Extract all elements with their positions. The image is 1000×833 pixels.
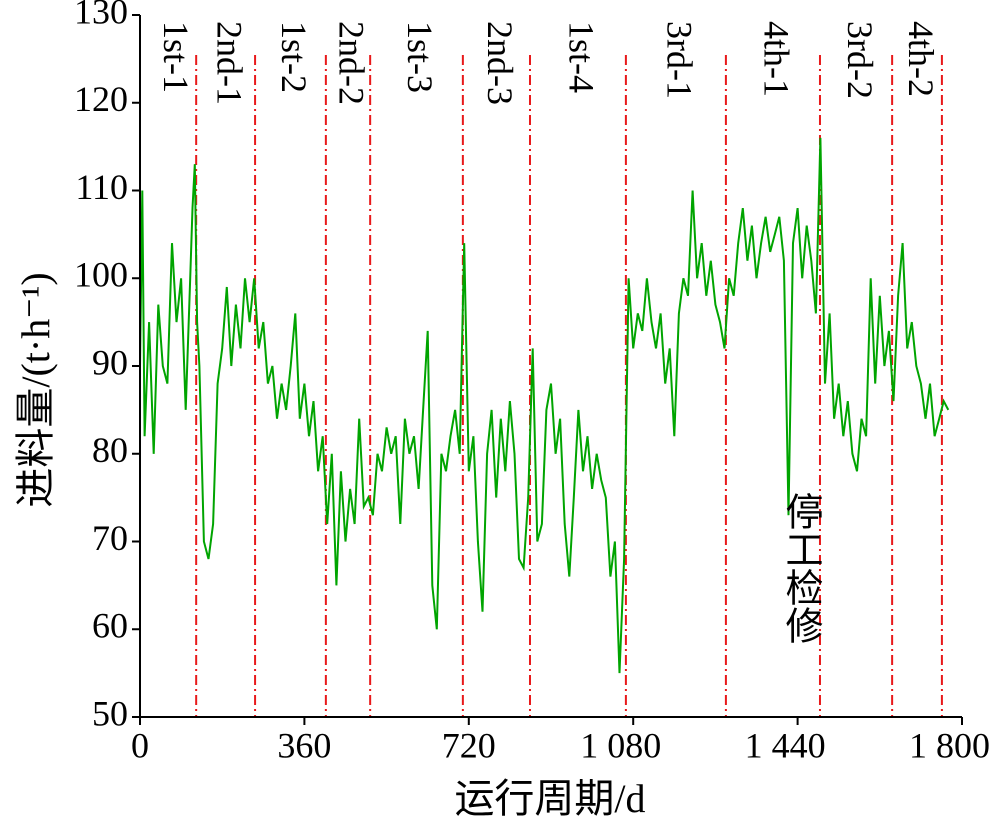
phase-label: 4th-2 [901,21,941,97]
x-tick-label: 1 080 [580,725,661,765]
y-tick-label: 120 [74,79,128,119]
phase-label: 2nd-2 [332,21,372,105]
y-tick-label: 50 [92,693,128,733]
y-tick-label: 90 [92,342,128,382]
phase-label: 3rd-2 [840,21,880,99]
phase-label: 1st-1 [156,21,196,93]
x-tick-label: 0 [131,725,149,765]
x-axis-label: 运行周期/d [454,776,645,821]
phase-label: 1st-3 [400,21,440,93]
y-tick-label: 130 [74,0,128,31]
y-tick-label: 100 [74,255,128,295]
x-tick-label: 720 [442,725,496,765]
phase-label: 1st-2 [274,21,314,93]
y-tick-label: 70 [92,518,128,558]
x-tick-label: 1 440 [745,725,826,765]
phase-label: 1st-4 [562,21,602,93]
phase-label: 4th-1 [757,21,797,97]
y-tick-label: 80 [92,430,128,470]
y-tick-label: 110 [75,167,128,207]
x-tick-label: 1 800 [909,725,990,765]
phase-label: 3rd-1 [660,21,700,99]
y-tick-label: 60 [92,606,128,646]
annotation: 停工检修 [779,492,823,644]
y-axis-label: 进料量/(t·h⁻¹) [13,272,58,507]
data-line [139,137,950,674]
phase-label: 2nd-1 [209,21,249,105]
x-tick-label: 360 [277,725,331,765]
phase-label: 2nd-3 [480,21,520,105]
